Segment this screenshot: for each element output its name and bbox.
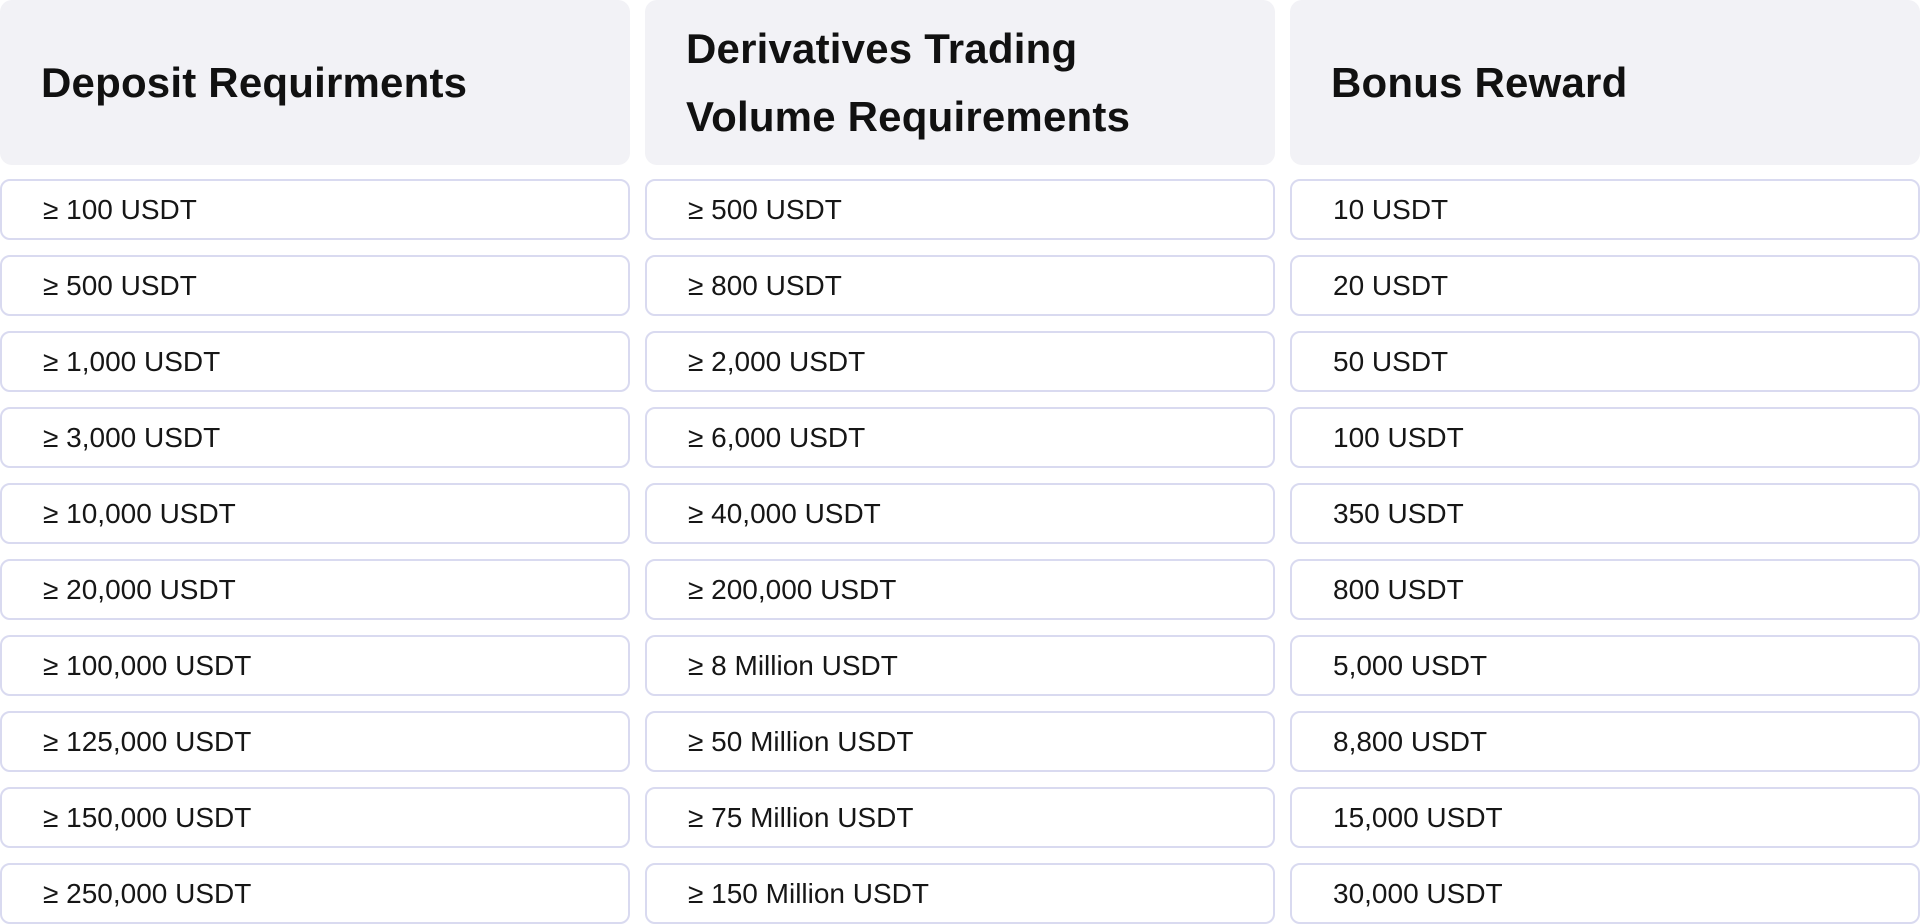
table-cell: ≥ 250,000 USDT xyxy=(0,863,630,924)
table-cell: 8,800 USDT xyxy=(1290,711,1920,772)
volume-column: Derivatives Trading Volume Requirements … xyxy=(645,0,1275,924)
volume-rows: ≥ 500 USDT ≥ 800 USDT ≥ 2,000 USDT ≥ 6,0… xyxy=(645,179,1275,924)
table-cell: ≥ 3,000 USDT xyxy=(0,407,630,468)
table-cell: ≥ 2,000 USDT xyxy=(645,331,1275,392)
table-cell: 50 USDT xyxy=(1290,331,1920,392)
table-cell: 10 USDT xyxy=(1290,179,1920,240)
table-cell: ≥ 50 Million USDT xyxy=(645,711,1275,772)
table-cell: ≥ 200,000 USDT xyxy=(645,559,1275,620)
table-cell: 20 USDT xyxy=(1290,255,1920,316)
table-cell: ≥ 100,000 USDT xyxy=(0,635,630,696)
table-cell: ≥ 1,000 USDT xyxy=(0,331,630,392)
bonus-header: Bonus Reward xyxy=(1290,0,1920,165)
deposit-rows: ≥ 100 USDT ≥ 500 USDT ≥ 1,000 USDT ≥ 3,0… xyxy=(0,179,630,924)
table-cell: ≥ 100 USDT xyxy=(0,179,630,240)
table-cell: ≥ 75 Million USDT xyxy=(645,787,1275,848)
table-cell: 5,000 USDT xyxy=(1290,635,1920,696)
table-cell: 800 USDT xyxy=(1290,559,1920,620)
table-cell: ≥ 40,000 USDT xyxy=(645,483,1275,544)
table-cell: ≥ 150 Million USDT xyxy=(645,863,1275,924)
table-cell: 15,000 USDT xyxy=(1290,787,1920,848)
table-cell: ≥ 10,000 USDT xyxy=(0,483,630,544)
table-cell: ≥ 6,000 USDT xyxy=(645,407,1275,468)
bonus-column: Bonus Reward 10 USDT 20 USDT 50 USDT 100… xyxy=(1290,0,1920,924)
volume-header-label: Derivatives Trading Volume Requirements xyxy=(686,24,1131,140)
bonus-header-label: Bonus Reward xyxy=(1331,58,1628,106)
table-cell: ≥ 125,000 USDT xyxy=(0,711,630,772)
table-cell: 30,000 USDT xyxy=(1290,863,1920,924)
table-cell: 350 USDT xyxy=(1290,483,1920,544)
table-cell: ≥ 150,000 USDT xyxy=(0,787,630,848)
deposit-header-label: Deposit Requirments xyxy=(41,58,468,106)
table-cell: 100 USDT xyxy=(1290,407,1920,468)
table-cell: ≥ 800 USDT xyxy=(645,255,1275,316)
table-cell: ≥ 500 USDT xyxy=(645,179,1275,240)
volume-header: Derivatives Trading Volume Requirements xyxy=(645,0,1275,165)
deposit-column: Deposit Requirments ≥ 100 USDT ≥ 500 USD… xyxy=(0,0,630,924)
table-cell: ≥ 20,000 USDT xyxy=(0,559,630,620)
table-cell: ≥ 500 USDT xyxy=(0,255,630,316)
bonus-rows: 10 USDT 20 USDT 50 USDT 100 USDT 350 USD… xyxy=(1290,179,1920,924)
table-cell: ≥ 8 Million USDT xyxy=(645,635,1275,696)
deposit-header: Deposit Requirments xyxy=(0,0,630,165)
